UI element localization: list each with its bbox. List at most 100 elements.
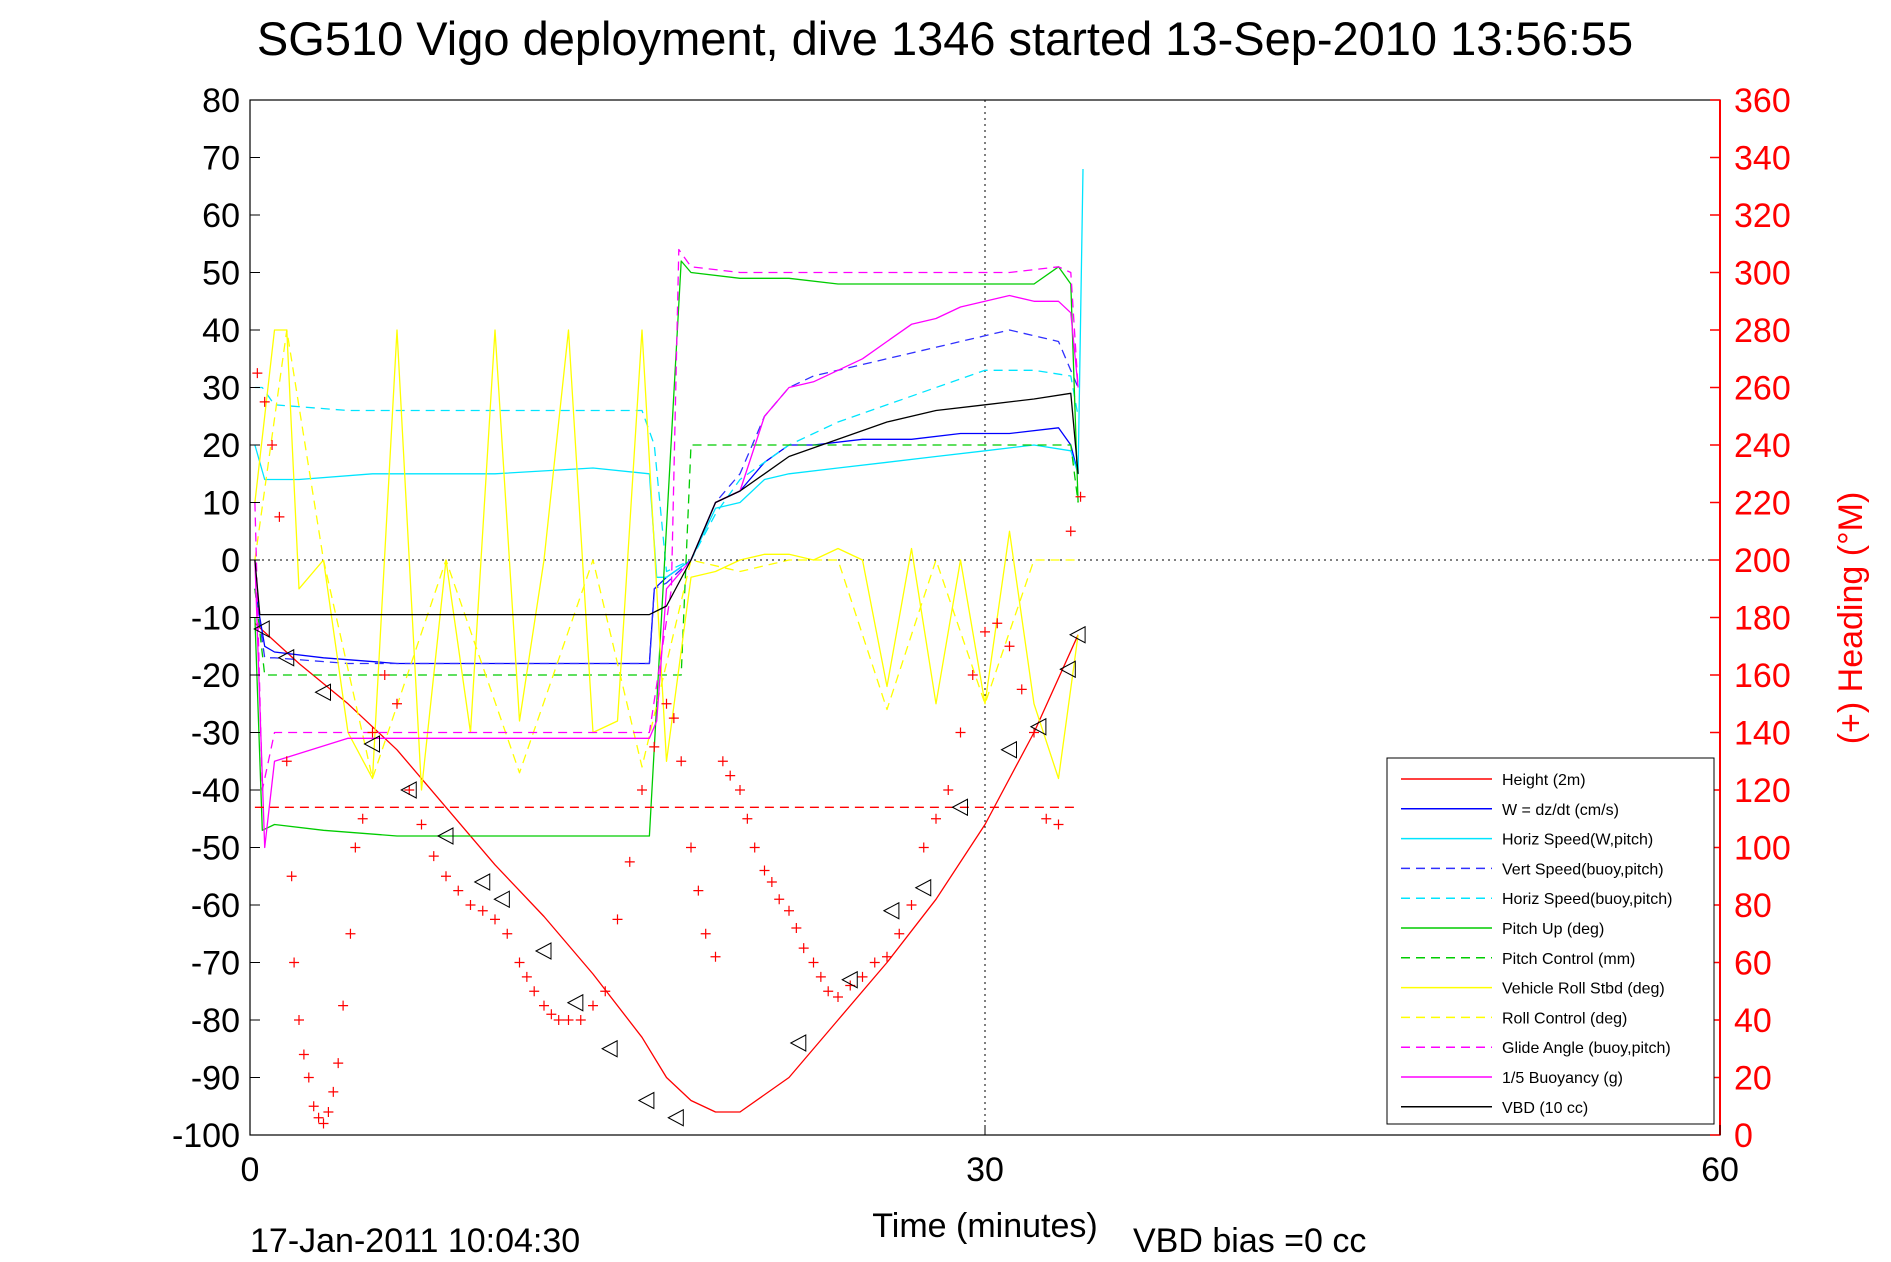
- y-right-tick-label: 160: [1734, 657, 1791, 695]
- waypoint-marker: [253, 620, 270, 638]
- heading-marker: [749, 842, 760, 853]
- y-left-tick-label: 10: [202, 485, 240, 523]
- heading-marker: [791, 923, 802, 933]
- y-left-tick-label: -30: [191, 715, 240, 753]
- heading-marker: [539, 1000, 549, 1011]
- series-line-horiz-speed-buoy-pitch: [254, 369, 1079, 573]
- heading-marker: [1004, 641, 1015, 652]
- y-left-tick-label: 80: [202, 82, 240, 120]
- y-left-tick-label: 0: [221, 542, 240, 580]
- marker-group: [252, 368, 1086, 1129]
- heading-marker: [338, 1000, 349, 1011]
- y-left-tick-label: 20: [202, 427, 240, 465]
- heading-marker: [906, 900, 917, 910]
- heading-marker: [490, 914, 500, 925]
- heading-marker: [823, 986, 834, 997]
- heading-marker: [259, 396, 270, 407]
- waypoint-marker: [1029, 717, 1047, 736]
- series-line-horiz-speed-w-pitch: [254, 168, 1084, 578]
- heading-marker: [441, 871, 451, 882]
- heading-marker: [553, 1015, 564, 1025]
- heading-marker: [1053, 819, 1064, 830]
- heading-marker: [465, 900, 476, 910]
- series-line-vert-speed-buoy-pitch: [254, 329, 1079, 665]
- heading-marker: [546, 1009, 557, 1020]
- heading-marker: [766, 877, 777, 887]
- waypoint-marker: [789, 1034, 807, 1052]
- y-left-tick-label: 30: [202, 370, 240, 408]
- legend-label: Horiz Speed(W,pitch): [1502, 832, 1653, 849]
- heading-marker: [725, 770, 736, 781]
- heading-marker: [367, 727, 378, 738]
- waypoint-marker: [314, 683, 331, 702]
- heading-marker: [717, 756, 728, 767]
- legend-label: Pitch Up (deg): [1502, 921, 1604, 938]
- waypoint-marker: [951, 798, 968, 817]
- heading-marker: [600, 986, 611, 997]
- heading-marker: [453, 885, 464, 896]
- x-axis-label: Time (minutes): [872, 1207, 1097, 1245]
- heading-marker: [333, 1058, 344, 1069]
- y-right-tick-label: 140: [1734, 715, 1791, 753]
- heading-marker: [784, 905, 794, 916]
- heading-marker: [274, 511, 285, 522]
- heading-marker: [612, 914, 623, 925]
- legend: Height (2m) W = dz/dt (cm/s) Horiz Speed(W…: [1386, 757, 1715, 1125]
- heading-marker: [477, 905, 488, 916]
- y-left-tick-label: 50: [202, 255, 240, 293]
- heading-marker: [514, 957, 525, 968]
- y-left-tick-label: -80: [191, 1002, 240, 1040]
- heading-marker: [357, 813, 368, 824]
- y-left-tick-label: -40: [191, 772, 240, 810]
- series-group: [254, 168, 1084, 1113]
- legend-label: Vert Speed(buoy,pitch): [1502, 861, 1664, 878]
- heading-marker: [1041, 813, 1052, 824]
- heading-marker: [833, 992, 843, 1002]
- heading-marker: [693, 885, 704, 896]
- waypoint-marker: [473, 873, 491, 891]
- series-line-pitch-up-deg: [254, 260, 1079, 837]
- legend-label: Vehicle Roll Stbd (deg): [1502, 981, 1665, 998]
- heading-marker: [252, 368, 263, 379]
- legend-label: W = dz/dt (cm/s): [1502, 802, 1619, 819]
- series-line-roll-control-deg: [254, 329, 1079, 780]
- waypoint-marker: [277, 648, 295, 667]
- y-right-axis-label: (+) Heading (°M): [1832, 492, 1870, 745]
- waypoint-marker: [534, 942, 552, 960]
- heading-marker: [980, 626, 990, 637]
- heading-marker: [298, 1049, 309, 1060]
- heading-marker: [563, 1015, 574, 1025]
- y-left-tick-label: -20: [191, 657, 240, 695]
- waypoint-marker: [667, 1108, 684, 1127]
- waypoint-marker: [601, 1039, 618, 1058]
- heading-marker: [857, 971, 868, 982]
- waypoint-marker: [436, 827, 454, 845]
- y-left-tick-label: -50: [191, 830, 240, 868]
- heading-marker: [328, 1086, 339, 1097]
- heading-marker: [918, 842, 929, 853]
- heading-marker: [404, 785, 415, 795]
- heading-marker: [869, 957, 880, 968]
- heading-marker: [318, 1118, 329, 1129]
- y-left-tick-label: 40: [202, 312, 240, 350]
- y-right-tick-label: 180: [1734, 600, 1791, 638]
- heading-marker: [686, 842, 696, 853]
- y-right-tick-label: 300: [1734, 255, 1791, 293]
- heading-marker: [882, 951, 892, 962]
- series-line-height-2m: [254, 622, 1079, 1113]
- heading-marker: [428, 851, 439, 862]
- series-line-1-5-buoyancy-g: [254, 294, 1079, 849]
- series-line-glide-angle-buoy-pitch: [254, 248, 1079, 791]
- legend-label: Horiz Speed(buoy,pitch): [1502, 891, 1672, 908]
- waypoint-marker: [1069, 625, 1086, 644]
- heading-marker: [1075, 491, 1086, 502]
- heading-marker: [735, 785, 745, 795]
- heading-marker: [661, 698, 672, 709]
- waypoint-marker: [841, 970, 858, 989]
- y-right-tick-label: 80: [1734, 887, 1772, 925]
- tick-group: 80706050403020100-10-20-30-40-50-60-70-8…: [172, 82, 1791, 1189]
- heading-marker: [289, 957, 300, 968]
- waypoint-marker: [363, 735, 380, 753]
- footer-timestamp: 17-Jan-2011 10:04:30: [250, 1222, 580, 1260]
